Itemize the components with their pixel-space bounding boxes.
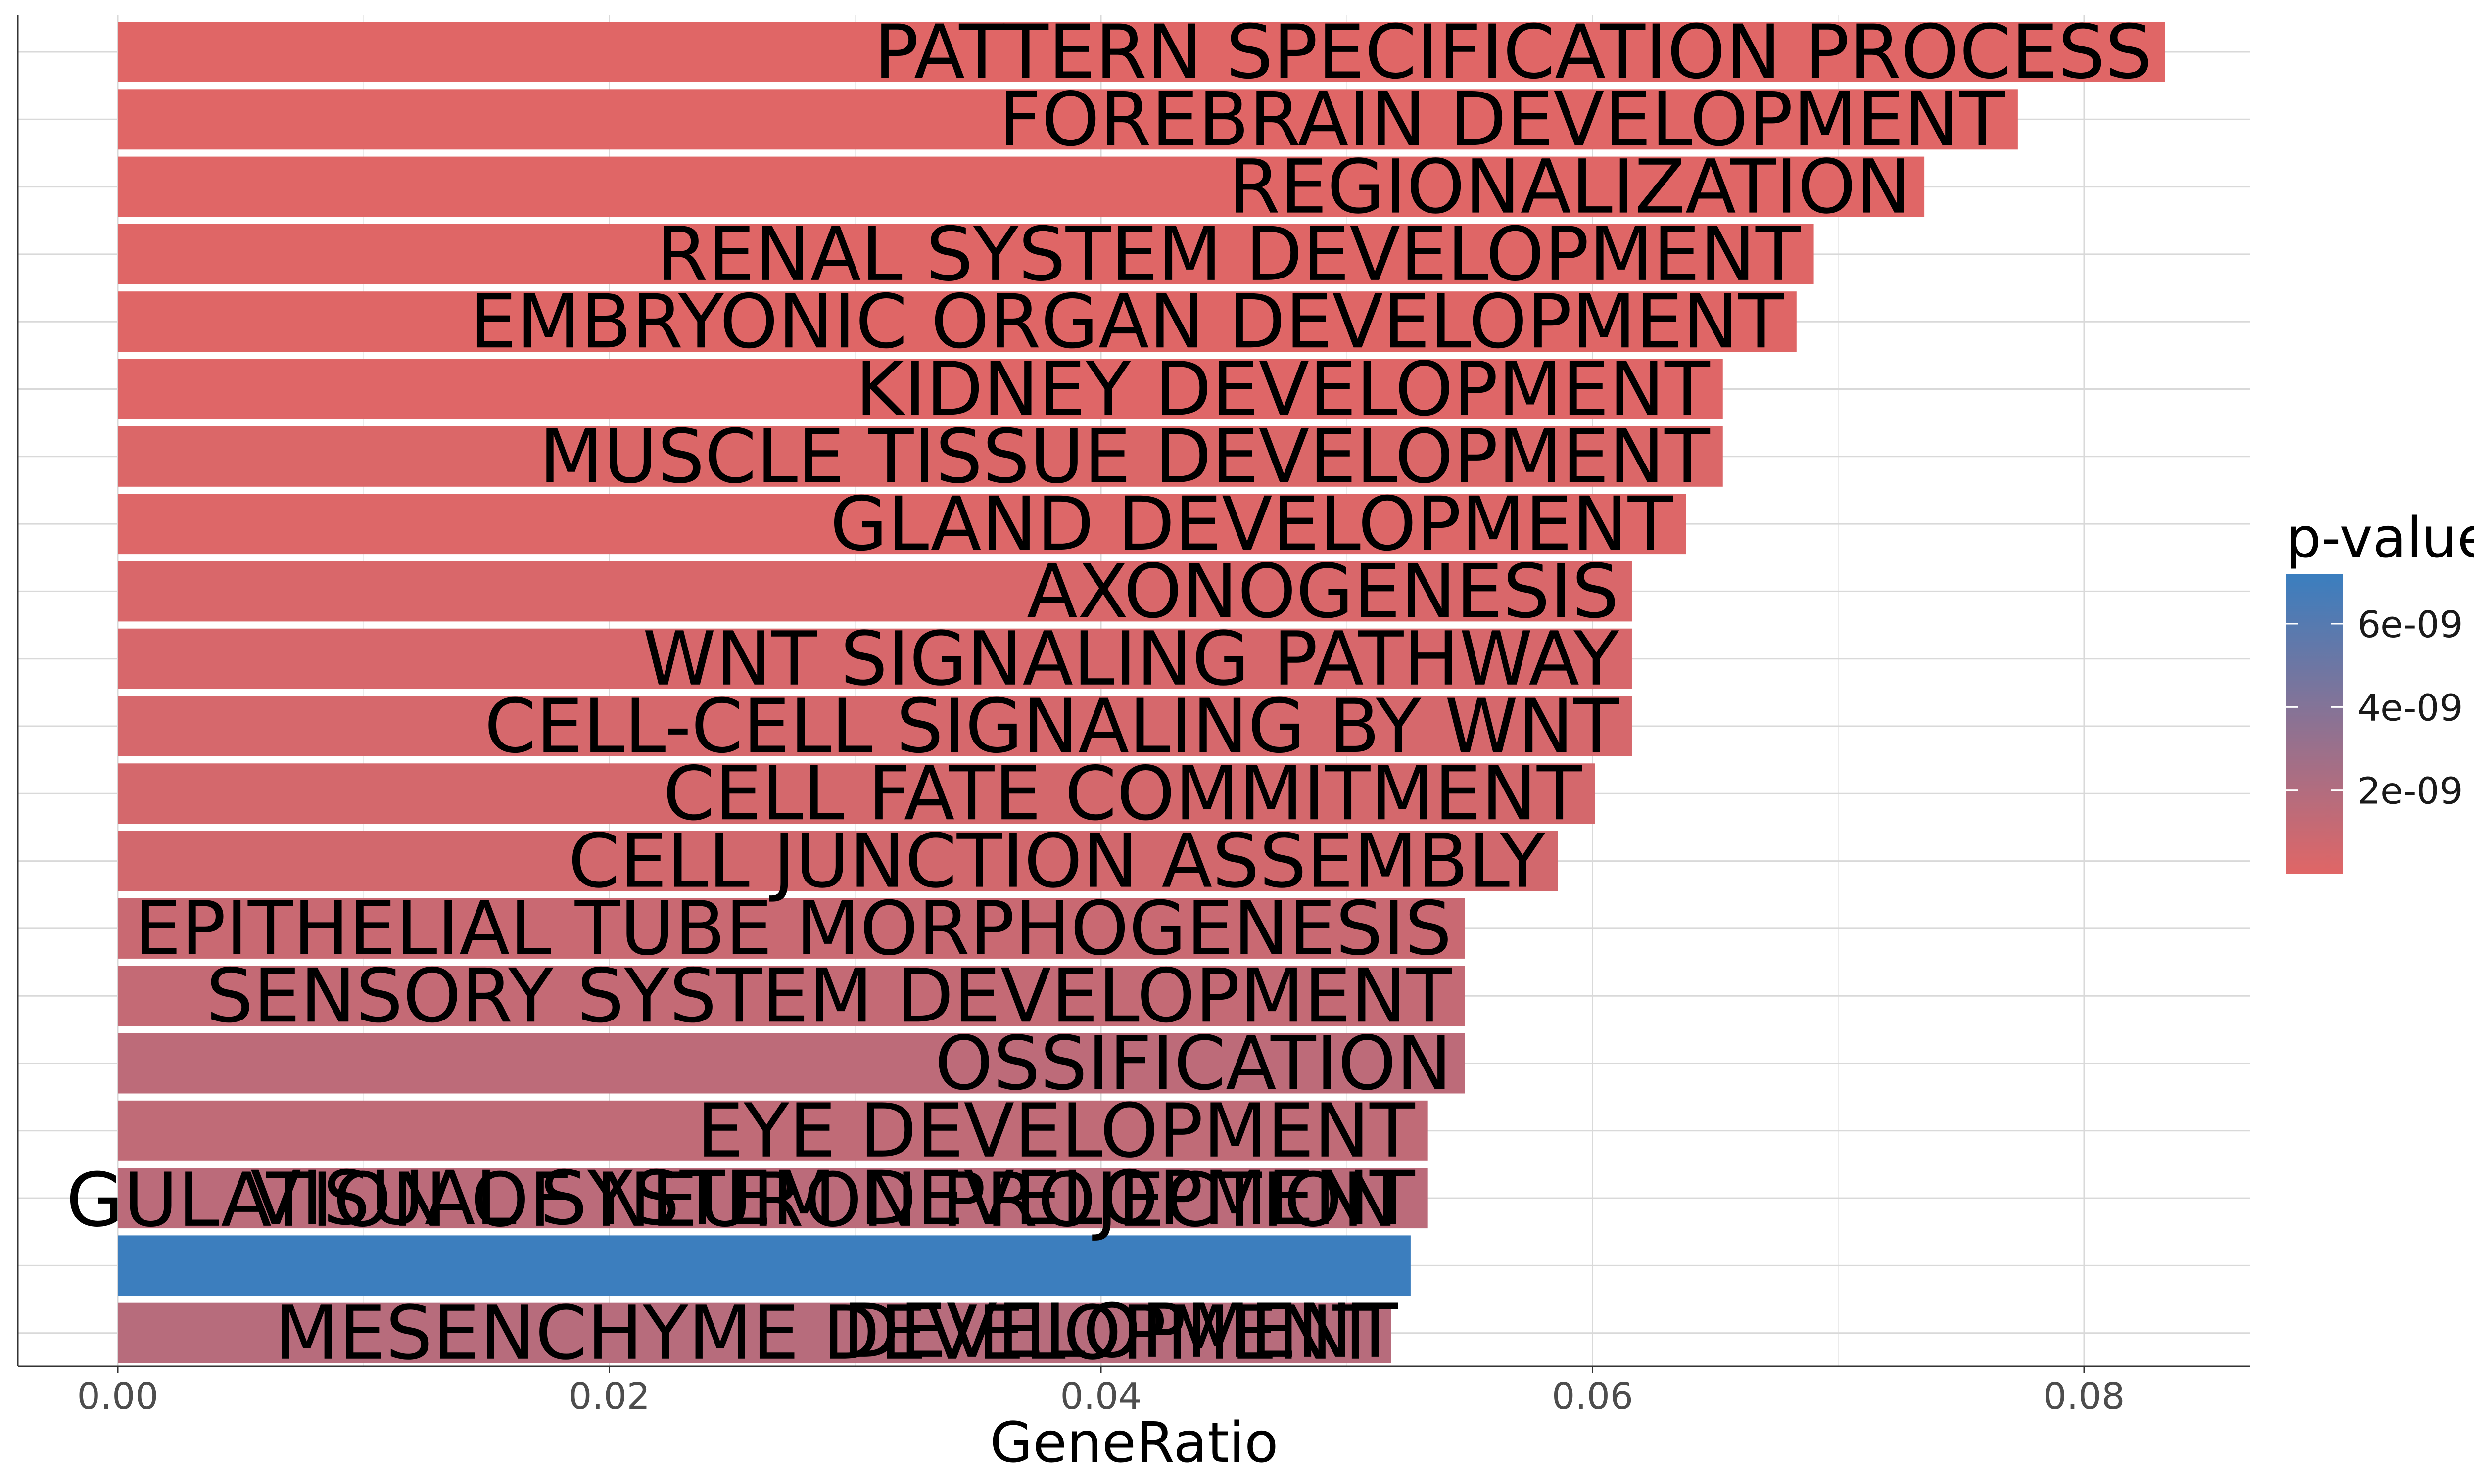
bar [118,291,1797,352]
x-tick-label: 0.04 [1060,1375,1142,1418]
bar [118,1100,1428,1161]
x-tick-label: 0.02 [569,1375,650,1418]
bar-label: PATTERN SPECIFICATION PROCESS [874,9,2152,95]
bar [118,1168,1428,1229]
bar-label: SENSORY SYSTEM DEVELOPMENT [206,953,1453,1039]
bar-label: CELL FATE COMMITMENT [663,751,1583,837]
bar [118,359,1723,419]
x-ticks: 0.00 0.02 0.04 0.06 0.08 [77,1366,2125,1418]
bar [118,1033,1465,1094]
bar [118,898,1465,959]
axes [17,15,2250,1367]
legend-colorbar [2286,574,2343,874]
bar-label: AXONOGENESIS [1027,549,1619,635]
bar-label: OSSIFICATION [935,1021,1452,1107]
legend-title: p-value [2286,506,2474,570]
bar-label: GLAND DEVELOPMENT [830,481,1674,567]
x-tick-label: 0.06 [1552,1375,1633,1418]
bar [118,966,1465,1026]
bar [118,89,2018,150]
legend: p-value 6e-09 4e-09 2e-09 [2286,506,2474,874]
bar [118,1235,1411,1296]
bar-label: REGIONALIZATION [1229,144,1911,231]
bar [118,494,1686,555]
bar-label: GULATION OF NEURON PROJECTION [66,1158,1397,1244]
bar [118,22,2165,82]
bar-label: CELL JUNCTION ASSEMBLY [568,819,1545,905]
bar [118,561,1632,622]
bar [118,426,1723,487]
bar [118,696,1632,756]
bar [118,224,1814,284]
x-axis-title: GeneRatio [990,1411,1278,1475]
bar-label: MUSCLE TISSUE DEVELOPMENT [539,414,1711,500]
bar-label: EPITHELIAL TUBE MORPHOGENESIS [134,886,1452,972]
bar-label: DEVELOPMENT [842,1289,1398,1375]
x-tick-label: 0.00 [77,1375,159,1418]
bar-label: EMBRYONIC ORGAN DEVELOPMENT [470,279,1784,365]
bar-label: CELL-CELL SIGNALING BY WNT [484,684,1619,770]
bar-label: MESENCHYME DEVELOPMENT [275,1291,1379,1377]
bar [118,831,1558,891]
bars [118,22,2165,1363]
bar [118,1302,1391,1363]
legend-tick-label: 6e-09 [2357,603,2463,646]
bar-label: WNT SIGNALING PATHWAY [643,616,1619,702]
legend-ticks: 6e-09 4e-09 2e-09 [2286,603,2463,813]
bar-label: KIDNEY DEVELOPMENT [856,347,1711,433]
bar-label: FOREBRAIN DEVELOPMENT [999,77,2005,163]
bar-label: VISUAL SYSTEM DEVELOPMENT [250,1156,1416,1242]
bar-label: RENAL SYSTEM DEVELOPMENT [657,212,1802,298]
legend-tick-label: 4e-09 [2357,687,2463,729]
bar-label: EYE DEVELOPMENT [697,1088,1416,1174]
bar [118,156,1925,217]
bar [118,763,1595,824]
legend-tick-label: 2e-09 [2357,770,2463,813]
bar [118,628,1632,689]
x-tick-label: 0.08 [2044,1375,2125,1418]
